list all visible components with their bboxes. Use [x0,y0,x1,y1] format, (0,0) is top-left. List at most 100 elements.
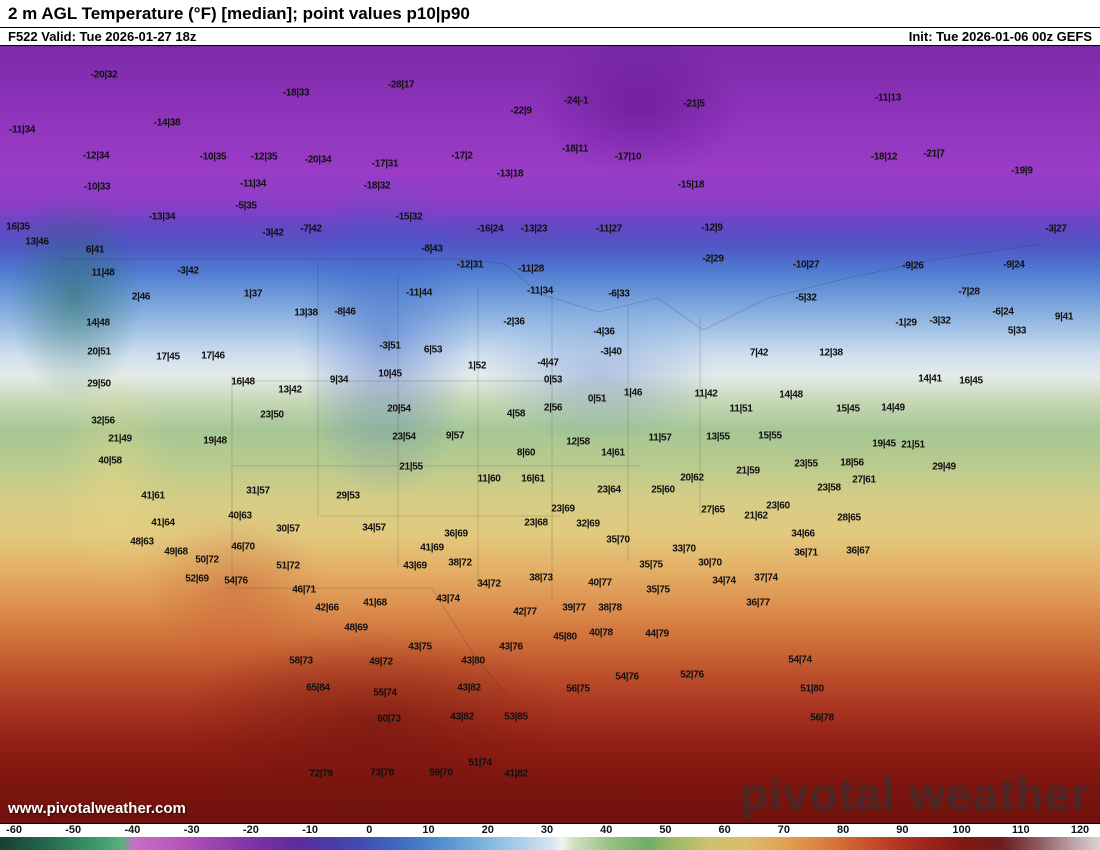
point-value: 46|71 [292,584,316,596]
point-value: 23|69 [551,503,575,515]
point-value: 5|33 [1007,325,1027,337]
point-value: -7|42 [300,223,322,235]
point-value: 54|76 [224,575,248,587]
point-value: -4|47 [537,357,559,369]
point-value: -9|26 [902,260,924,272]
point-value: -14|38 [153,117,181,129]
point-value: 15|55 [758,430,782,442]
point-value: 40|78 [589,627,613,639]
state-borders [60,243,1041,697]
point-value: 21|55 [399,461,423,473]
point-value: 45|80 [553,631,577,643]
point-value: -3|42 [177,265,199,277]
point-value: -12|34 [82,150,110,162]
point-value: 21|62 [744,510,768,522]
point-value: 36|69 [444,528,468,540]
point-value: 49|72 [369,656,393,668]
point-value: 29|49 [932,461,956,473]
point-value: 40|77 [588,577,612,589]
point-value: 16|61 [521,473,545,485]
point-value: 34|57 [362,522,386,534]
point-value: -19|9 [1011,165,1033,177]
point-value: 23|58 [817,482,841,494]
point-value: 33|70 [672,543,696,555]
point-value: 55|74 [373,687,397,699]
point-value: 12|58 [566,436,590,448]
point-value: 35|75 [646,584,670,596]
point-value: 34|66 [791,528,815,540]
point-value: 36|67 [846,545,870,557]
point-value: -12|31 [456,259,484,271]
point-value: 56|75 [566,683,590,695]
point-value: 29|50 [87,378,111,390]
point-value: 43|74 [436,593,460,605]
point-value: -3|51 [379,340,401,352]
point-value: -22|9 [510,105,532,117]
point-value: 13|46 [25,236,49,248]
point-value: 27|61 [852,474,876,486]
point-value: 31|57 [246,485,270,497]
point-value: 20|62 [680,472,704,484]
point-value: -13|18 [496,168,524,180]
point-value: 49|68 [164,546,188,558]
point-value: 32|69 [576,518,600,530]
point-value: 14|61 [601,447,625,459]
init-time: Init: Tue 2026-01-06 00z GEFS [908,29,1092,44]
point-value: 16|35 [6,221,30,233]
point-value: 50|72 [195,554,219,566]
point-value: 17|45 [156,351,180,363]
point-value: 41|64 [151,517,175,529]
point-value: 29|53 [336,490,360,502]
point-value: 21|51 [901,439,925,451]
temperature-map[interactable]: -20|32 -18|33 -28|17 -22|9 -24|-1 -21|5 -11|13… [0,45,1100,824]
watermark-url: www.pivotalweather.com [8,800,186,817]
point-value: 65|84 [306,682,330,694]
point-value: 56|78 [810,712,834,724]
point-value: -10|33 [83,181,111,193]
point-value: 23|64 [597,484,621,496]
point-value: -8|46 [334,306,356,318]
point-value: 9|57 [445,430,465,442]
point-value: -7|28 [958,286,980,298]
scale-tick: 80 [836,824,850,836]
point-value: 20|54 [387,403,411,415]
point-value: 12|38 [819,347,843,359]
scale-tick: 110 [1011,824,1030,836]
scale-tick: 20 [481,824,494,836]
point-value: 35|75 [639,559,663,571]
point-value: 39|77 [562,602,586,614]
point-value: 35|70 [606,534,630,546]
point-value: -17|31 [371,158,399,170]
point-value: 9|34 [329,374,349,386]
point-value: 37|74 [754,572,778,584]
point-value: 51|74 [468,757,492,769]
point-value: 17|46 [201,350,225,362]
point-value: -11|27 [595,223,623,235]
valid-time: F522 Valid: Tue 2026-01-27 18z [8,29,197,44]
point-value: 28|65 [837,512,861,524]
point-value: -12|35 [250,151,278,163]
scale-tick: 120 [1070,824,1090,836]
scale-tick: 10 [422,824,435,836]
point-value: -15|18 [677,179,705,191]
point-value: -18|11 [561,143,589,155]
point-value: 13|55 [706,431,730,443]
point-value: 11|60 [477,473,501,485]
scale-tick: 30 [540,824,554,836]
point-value: -13|23 [520,223,548,235]
point-value: 52|69 [185,573,209,585]
point-value: -20|34 [304,154,332,166]
map-subheader: F522 Valid: Tue 2026-01-27 18z Init: Tue… [0,28,1100,45]
point-value: -5|35 [235,200,257,212]
scale-tick: -40 [124,824,141,836]
point-value: -1|29 [895,317,917,329]
point-value: -6|33 [608,288,630,300]
point-value: 11|42 [694,388,718,400]
point-value: -9|24 [1003,259,1025,271]
point-value: -11|34 [526,285,554,297]
point-value: 30|70 [698,557,722,569]
point-value: 6|53 [423,344,443,356]
point-value: 46|70 [231,541,255,553]
point-value: 58|73 [289,655,313,667]
